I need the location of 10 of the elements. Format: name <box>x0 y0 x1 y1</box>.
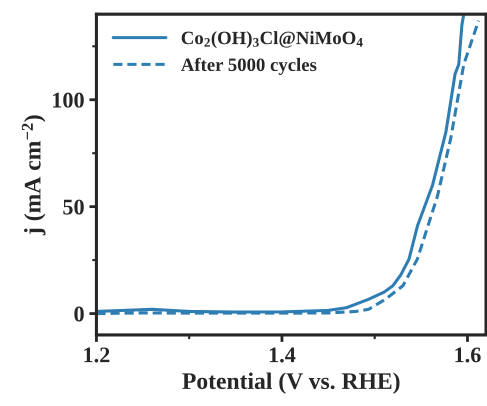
x-tick-label: 1.4 <box>270 348 296 362</box>
x-tick-label: 1.6 <box>455 347 481 362</box>
x-tick-label: 1.2 <box>84 347 110 362</box>
legend-label: After 5000 cycles <box>180 58 316 75</box>
y-tick-label: 100 <box>53 92 84 108</box>
y-tick-label: 50 <box>63 200 84 215</box>
x-axis-title: Potential (V vs. RHE) <box>182 372 400 394</box>
y-tick-label: 0 <box>74 306 84 322</box>
legend-label: Co$_{2}$(OH)$_{3}$Cl@NiMoO$_{4}$ <box>182 31 363 48</box>
y-axis-title: j (mA cm$^{−2}$) <box>22 115 46 236</box>
